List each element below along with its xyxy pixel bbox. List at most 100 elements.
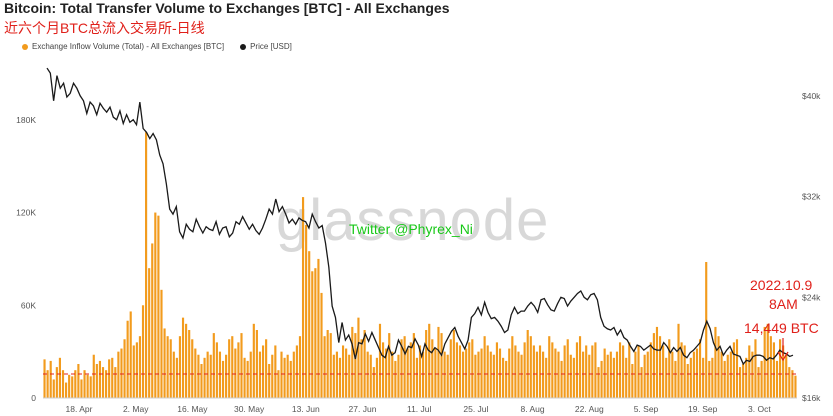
bar bbox=[779, 339, 782, 398]
bar bbox=[292, 351, 295, 398]
bar bbox=[138, 336, 142, 398]
bar bbox=[714, 326, 717, 398]
bar bbox=[74, 370, 77, 398]
bar bbox=[791, 370, 794, 398]
bar bbox=[557, 351, 560, 398]
bar bbox=[477, 351, 480, 398]
bar bbox=[551, 342, 554, 398]
x-axis-ticks: 18. Apr 2. May 16. May 30. May 13. Jun 27. Ju… bbox=[66, 404, 772, 414]
bar bbox=[591, 345, 594, 398]
bar bbox=[760, 360, 763, 398]
bar bbox=[569, 354, 572, 398]
bar bbox=[732, 342, 735, 398]
bar bbox=[231, 336, 234, 398]
bar bbox=[298, 336, 302, 398]
bar bbox=[458, 345, 462, 398]
bar bbox=[295, 345, 298, 398]
bar bbox=[381, 342, 385, 398]
bar bbox=[462, 351, 465, 398]
bar bbox=[274, 345, 277, 398]
bar bbox=[286, 354, 289, 398]
bar bbox=[495, 342, 499, 398]
bar bbox=[492, 354, 495, 398]
bar bbox=[434, 348, 437, 398]
bar bbox=[126, 320, 129, 398]
bar bbox=[354, 333, 357, 398]
bar bbox=[101, 367, 105, 398]
bar bbox=[225, 354, 228, 398]
bar bbox=[511, 336, 514, 398]
bar bbox=[120, 348, 123, 398]
bar bbox=[606, 354, 609, 398]
bar bbox=[129, 311, 132, 398]
bar bbox=[548, 336, 551, 398]
bar bbox=[277, 370, 280, 398]
bar bbox=[582, 351, 585, 398]
bar bbox=[218, 351, 222, 398]
bar bbox=[335, 351, 338, 398]
bar bbox=[209, 354, 212, 398]
bar bbox=[794, 375, 797, 398]
bar bbox=[65, 382, 68, 398]
bar bbox=[486, 345, 489, 398]
bar bbox=[114, 367, 117, 398]
bar bbox=[646, 351, 649, 398]
bar bbox=[662, 345, 665, 398]
x-tick-label: 8. Aug bbox=[521, 404, 545, 414]
y-right-tick-label: $32k bbox=[802, 192, 821, 202]
bar bbox=[658, 336, 662, 398]
legend-item-price[interactable]: Price [USD] bbox=[240, 42, 292, 51]
bar bbox=[766, 323, 769, 398]
bar bbox=[572, 357, 575, 398]
legend-item-inflow[interactable]: Exchange Inflow Volume (Total) - All Exc… bbox=[22, 42, 224, 51]
bar bbox=[640, 367, 643, 398]
bar bbox=[261, 345, 265, 398]
bar bbox=[105, 370, 108, 398]
bar bbox=[763, 326, 766, 398]
bar bbox=[200, 364, 203, 398]
y-right-axis-ticks: $16k $24k $32k $40k bbox=[802, 91, 821, 403]
bar bbox=[252, 323, 255, 398]
bar bbox=[698, 339, 702, 398]
bar bbox=[181, 317, 185, 398]
x-tick-label: 13. Jun bbox=[292, 404, 320, 414]
bar bbox=[514, 345, 517, 398]
x-tick-label: 27. Jun bbox=[349, 404, 377, 414]
bar bbox=[326, 330, 329, 398]
bar bbox=[240, 333, 243, 398]
bar bbox=[726, 354, 729, 398]
bar bbox=[169, 339, 172, 398]
bar bbox=[212, 333, 215, 398]
bar bbox=[188, 330, 191, 398]
bar bbox=[160, 289, 163, 398]
bar bbox=[394, 360, 397, 398]
bar bbox=[425, 330, 428, 398]
bar bbox=[46, 370, 49, 398]
y-right-tick-label: $24k bbox=[802, 292, 821, 302]
y-left-tick-label: 180K bbox=[16, 115, 36, 125]
bar bbox=[108, 359, 111, 398]
bar bbox=[785, 354, 788, 398]
bar bbox=[538, 345, 542, 398]
legend-swatch-inflow bbox=[22, 43, 28, 50]
bar bbox=[197, 354, 200, 398]
bar bbox=[163, 328, 166, 398]
bar bbox=[578, 336, 582, 398]
x-tick-label: 19. Sep bbox=[688, 404, 718, 414]
bar bbox=[311, 271, 314, 398]
bar bbox=[148, 268, 151, 398]
bar bbox=[289, 360, 292, 398]
bar bbox=[366, 351, 369, 398]
x-tick-label: 2. May bbox=[123, 404, 149, 414]
bar bbox=[711, 357, 714, 398]
bar bbox=[145, 132, 148, 398]
bar bbox=[597, 367, 600, 398]
bar bbox=[440, 333, 443, 398]
bar bbox=[717, 336, 720, 398]
y-left-axis-ticks: 0 60K 120K 180K bbox=[16, 115, 36, 403]
bar bbox=[378, 323, 382, 398]
legend-label-inflow: Exchange Inflow Volume (Total) - All Exc… bbox=[32, 42, 225, 51]
bar bbox=[61, 370, 65, 398]
bar bbox=[465, 348, 468, 398]
